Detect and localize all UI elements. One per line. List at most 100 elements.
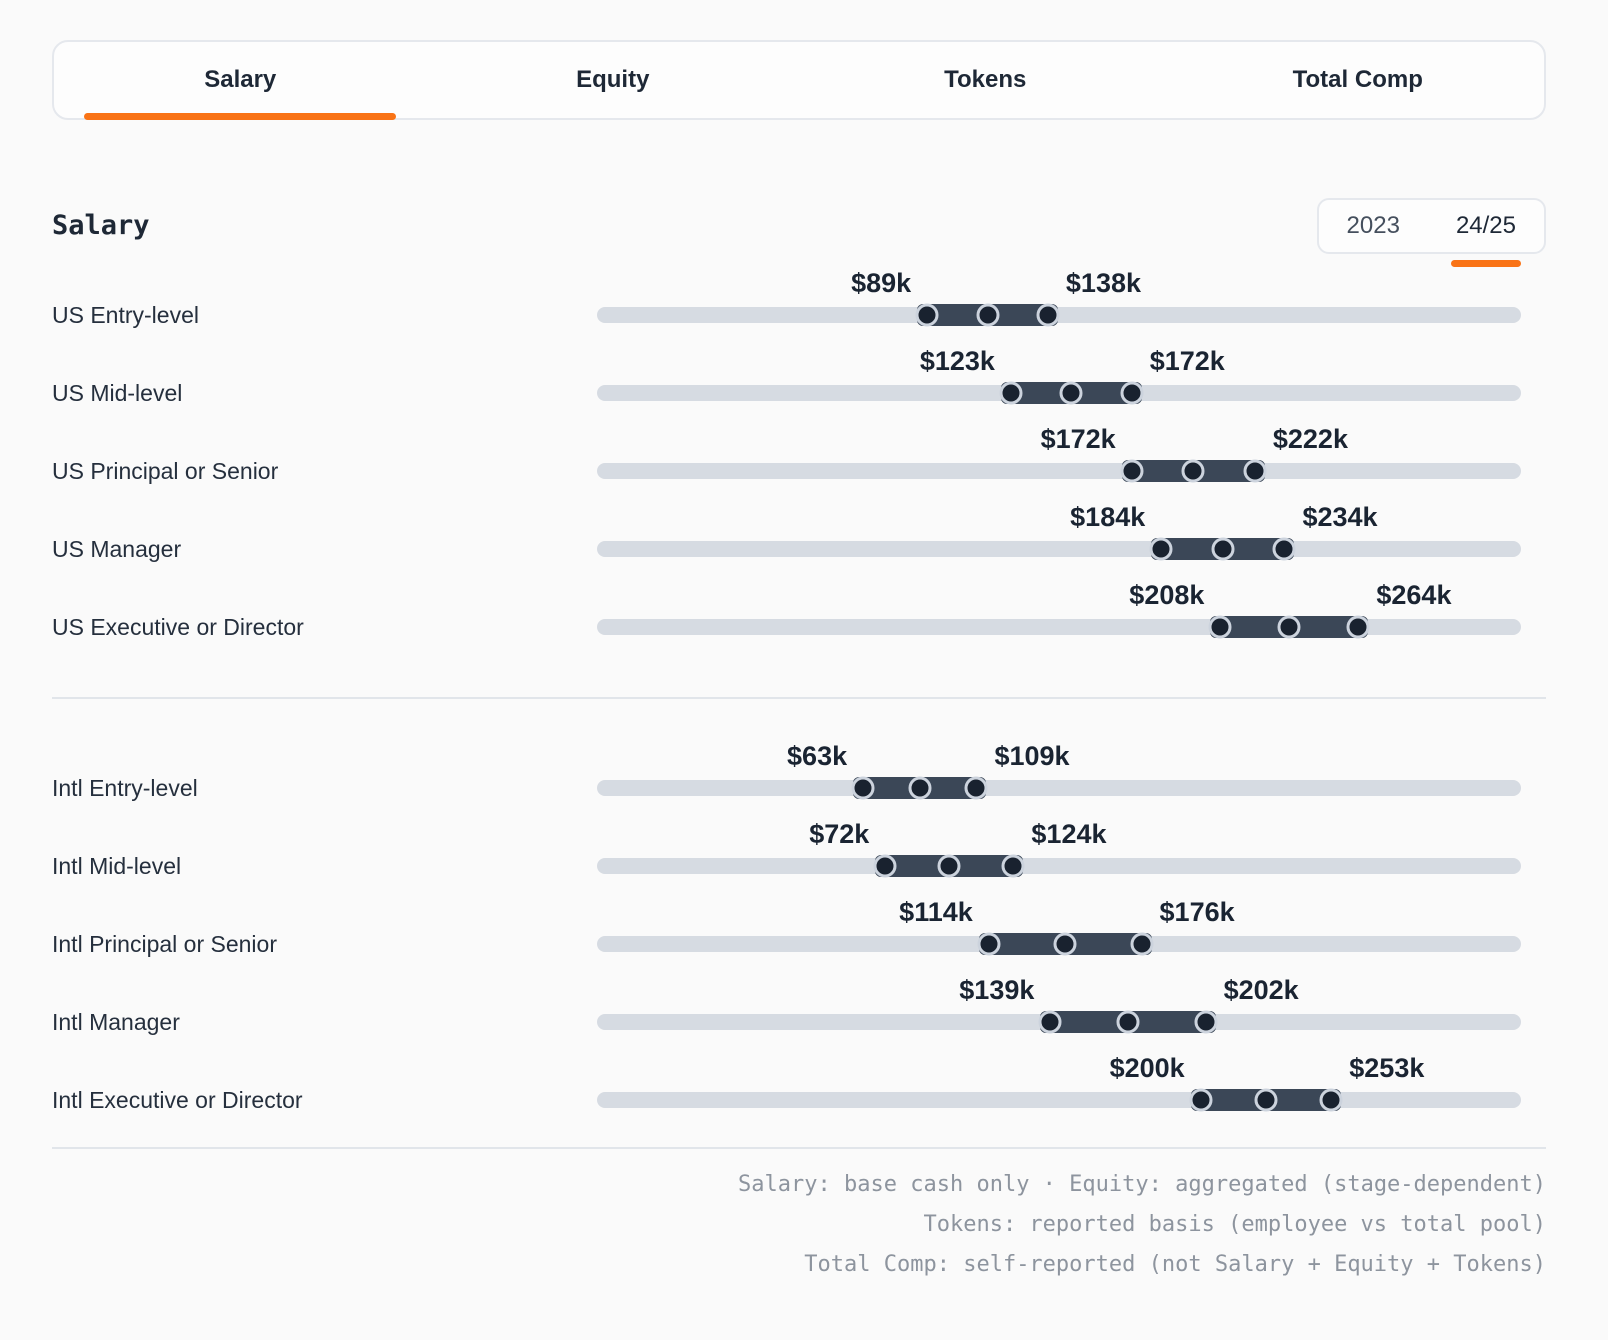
- max-handle[interactable]: [964, 776, 988, 800]
- group-divider: [52, 697, 1546, 699]
- median-handle[interactable]: [908, 776, 932, 800]
- min-handle[interactable]: [873, 854, 897, 878]
- min-value-label: $63k: [787, 741, 848, 771]
- row-group: US Entry-level $89k $138k US Mid-level $…: [52, 270, 1546, 666]
- range-slider-track: $123k $172k: [597, 348, 1521, 405]
- tab-label: Equity: [576, 66, 650, 93]
- max-handle[interactable]: [1001, 854, 1025, 878]
- salary-row: US Manager $184k $234k: [52, 504, 1546, 588]
- salary-report-page: { "tabs": { "items": [ {"label": "Salary…: [0, 40, 1608, 1340]
- max-value-label: $172k: [1149, 346, 1225, 376]
- year-toggle: 2023 24/25: [1316, 198, 1546, 267]
- salary-row: Intl Manager $139k $202k: [52, 977, 1546, 1061]
- tab-label: Tokens: [944, 66, 1027, 93]
- min-value-label: $123k: [919, 346, 995, 376]
- median-handle[interactable]: [976, 303, 1000, 327]
- tab[interactable]: Tokens: [799, 42, 1172, 118]
- max-value-label: $138k: [1065, 268, 1141, 298]
- footer-note-line: Total Comp: self-reported (not Salary + …: [804, 1252, 1546, 1277]
- salary-row: US Executive or Director $208k $264k: [52, 582, 1546, 666]
- range-slider-track: $200k $253k: [597, 1055, 1521, 1112]
- active-tab-underline-icon: [84, 113, 397, 120]
- row-label: US Mid-level: [52, 379, 183, 406]
- tab-label: Total Comp: [1292, 66, 1423, 93]
- max-value-label: $109k: [994, 741, 1070, 771]
- row-label: US Executive or Director: [52, 613, 304, 640]
- max-handle[interactable]: [1130, 932, 1154, 956]
- tab[interactable]: Equity: [427, 42, 800, 118]
- min-handle[interactable]: [1149, 537, 1173, 561]
- range-slider-track: $139k $202k: [597, 977, 1521, 1034]
- min-handle[interactable]: [851, 776, 875, 800]
- row-label: US Principal or Senior: [52, 457, 279, 484]
- min-value-label: $114k: [899, 897, 973, 927]
- tab-bar: Salary Equity Tokens Total Comp: [52, 40, 1546, 120]
- max-value-label: $202k: [1223, 975, 1299, 1005]
- max-handle[interactable]: [1346, 615, 1370, 639]
- row-label: Intl Manager: [52, 1008, 180, 1035]
- max-value-label: $264k: [1376, 580, 1452, 610]
- max-handle[interactable]: [1243, 459, 1267, 483]
- active-year-underline-icon: [1450, 260, 1521, 267]
- range-slider-track: $72k $124k: [597, 821, 1521, 878]
- median-handle[interactable]: [1116, 1010, 1140, 1034]
- max-handle[interactable]: [1319, 1088, 1343, 1112]
- min-handle[interactable]: [1189, 1088, 1213, 1112]
- min-handle[interactable]: [915, 303, 939, 327]
- salary-row: US Entry-level $89k $138k: [52, 270, 1546, 354]
- range-slider-track: $114k $176k: [597, 899, 1521, 956]
- max-handle[interactable]: [1194, 1010, 1218, 1034]
- min-value-label: $89k: [851, 268, 912, 298]
- min-value-label: $72k: [809, 819, 870, 849]
- section-title: Salary: [52, 210, 150, 241]
- row-group: Intl Entry-level $63k $109k Intl Mid-lev…: [52, 743, 1546, 1139]
- salary-row: Intl Principal or Senior $114k $176k: [52, 899, 1546, 983]
- min-handle[interactable]: [977, 932, 1001, 956]
- footer-note-line: Salary: base cash only · Equity: aggrega…: [738, 1172, 1546, 1197]
- max-handle[interactable]: [1120, 381, 1144, 405]
- row-label: Intl Mid-level: [52, 852, 182, 879]
- year-toggle-option[interactable]: 24/25: [1428, 200, 1544, 267]
- footer-note-line: Tokens: reported basis (employee vs tota…: [923, 1212, 1546, 1237]
- max-handle[interactable]: [1036, 303, 1060, 327]
- min-value-label: $208k: [1129, 580, 1205, 610]
- median-handle[interactable]: [1053, 932, 1077, 956]
- median-handle[interactable]: [1211, 537, 1235, 561]
- max-value-label: $234k: [1302, 502, 1378, 532]
- min-handle[interactable]: [1120, 459, 1144, 483]
- median-handle[interactable]: [937, 854, 961, 878]
- tab[interactable]: Salary: [54, 42, 427, 120]
- row-label: Intl Principal or Senior: [52, 930, 277, 957]
- max-value-label: $253k: [1349, 1053, 1425, 1083]
- salary-row: Intl Mid-level $72k $124k: [52, 821, 1546, 905]
- year-toggle-label: 2023: [1346, 212, 1400, 239]
- range-slider-track: $184k $234k: [597, 504, 1521, 561]
- section-header: Salary 2023 24/25: [52, 194, 1546, 267]
- max-value-label: $222k: [1272, 424, 1348, 454]
- row-label: US Entry-level: [52, 301, 199, 328]
- min-handle[interactable]: [1208, 615, 1232, 639]
- range-slider-track: $63k $109k: [597, 743, 1521, 800]
- min-value-label: $172k: [1040, 424, 1116, 454]
- row-label: Intl Entry-level: [52, 774, 198, 801]
- row-label: US Manager: [52, 535, 182, 562]
- min-handle[interactable]: [999, 381, 1023, 405]
- footer-divider: [52, 1147, 1546, 1149]
- max-handle[interactable]: [1272, 537, 1296, 561]
- salary-row: US Principal or Senior $172k $222k: [52, 426, 1546, 510]
- min-handle[interactable]: [1038, 1010, 1062, 1034]
- min-value-label: $139k: [959, 975, 1035, 1005]
- salary-row: US Mid-level $123k $172k: [52, 348, 1546, 432]
- median-handle[interactable]: [1181, 459, 1205, 483]
- median-handle[interactable]: [1254, 1088, 1278, 1112]
- median-handle[interactable]: [1277, 615, 1301, 639]
- year-toggle-option[interactable]: 2023: [1319, 200, 1428, 252]
- min-value-label: $200k: [1109, 1053, 1185, 1083]
- footer-notes: Salary: base cash only · Equity: aggrega…: [52, 1165, 1546, 1285]
- row-label: Intl Executive or Director: [52, 1086, 303, 1113]
- min-value-label: $184k: [1070, 502, 1146, 532]
- tab[interactable]: Total Comp: [1172, 42, 1545, 118]
- year-toggle-label: 24/25: [1455, 212, 1516, 239]
- median-handle[interactable]: [1059, 381, 1083, 405]
- max-value-label: $124k: [1031, 819, 1107, 849]
